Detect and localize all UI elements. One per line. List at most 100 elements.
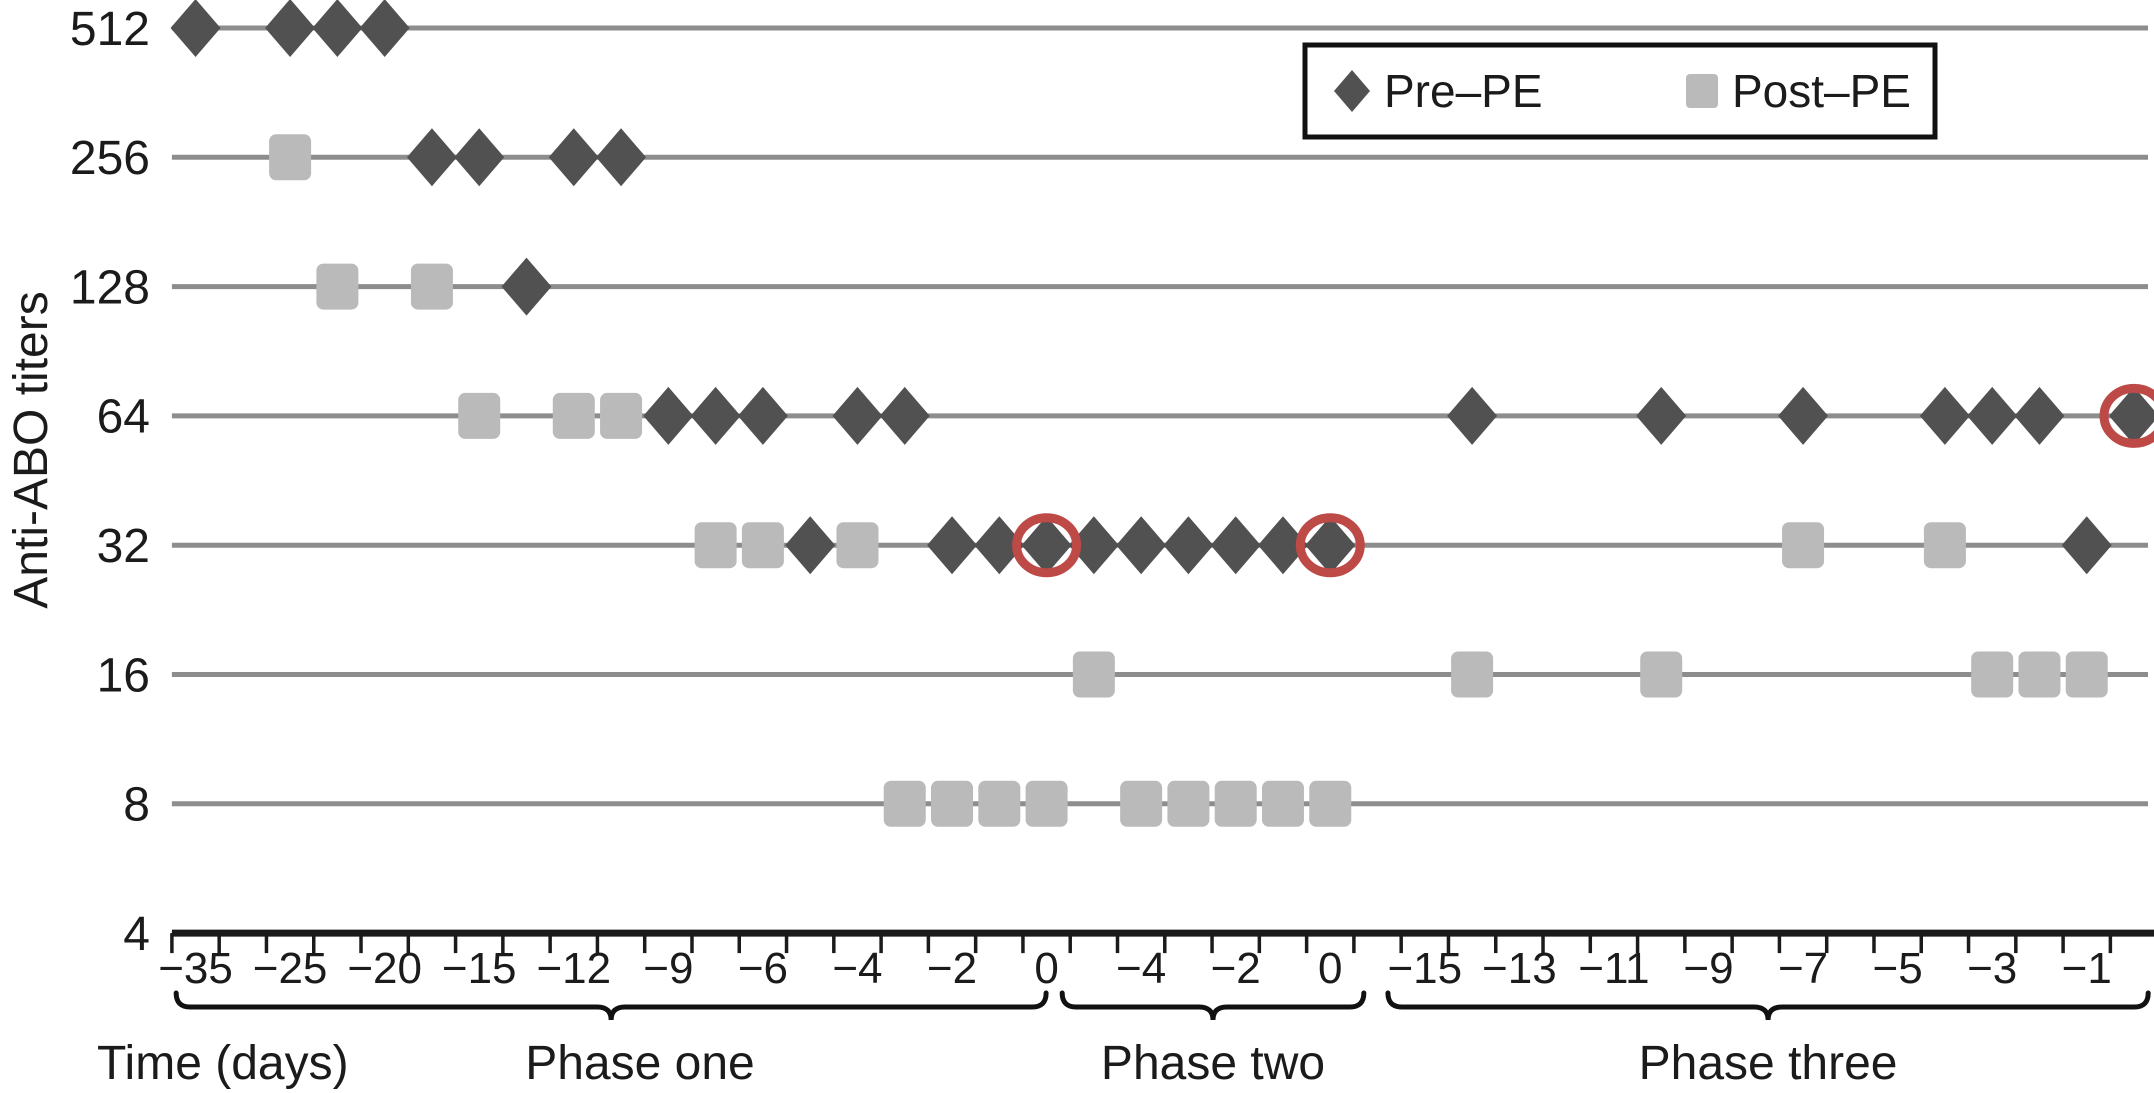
post-pe-marker — [600, 392, 643, 439]
post-pe-marker — [1261, 780, 1304, 827]
x-tick-labels: −35 −25 −20 −15 −12 −9 −6 −4 −2 0 −4 −2 0 −15 −13 −11 −9… — [158, 944, 2112, 993]
y-tick-label-32: 32 — [97, 520, 150, 573]
post-pe-marker — [1167, 780, 1210, 827]
x-tick-label: −9 — [643, 944, 693, 993]
highlight-ring — [1012, 513, 1082, 578]
y-axis-title: Anti-ABO titers — [5, 291, 58, 608]
post-pe-marker — [458, 392, 501, 439]
x-tick-label: −2 — [927, 944, 977, 993]
y-tick-label-512: 512 — [70, 3, 150, 56]
pre-pe-marker — [2109, 386, 2154, 445]
pre-pe-marker — [1068, 516, 1119, 575]
phase-labels: Phase one Phase two Phase three — [525, 1037, 1897, 1090]
post-pe-marker — [1309, 780, 1352, 827]
x-tick-label: −6 — [738, 944, 788, 993]
post-pe-marker — [883, 780, 926, 827]
pre-pe-marker — [1163, 516, 1214, 575]
pre-pe-marker — [2061, 516, 2112, 575]
x-tick-label: −20 — [347, 944, 422, 993]
pre-pe-marker — [1447, 386, 1498, 445]
x-axis — [170, 929, 2154, 954]
post-pe-marker — [741, 522, 784, 569]
pre-pe-marker — [927, 516, 978, 575]
x-tick-label: −5 — [1873, 944, 1923, 993]
legend-pre-pe-label: Pre–PE — [1384, 65, 1543, 117]
pre-pe-marker — [1967, 386, 2018, 445]
x-tick-label: −9 — [1683, 944, 1733, 993]
pre-pe-marker — [501, 257, 552, 316]
post-pe-marker — [1451, 651, 1494, 698]
post-pe-marker — [2018, 651, 2061, 698]
phase-label-3: Phase three — [1639, 1037, 1898, 1090]
pre-pe-marker — [548, 128, 599, 187]
legend-post-pe-label: Post–PE — [1732, 65, 1911, 117]
post-pe-marker — [410, 263, 453, 310]
post-pe-marker — [269, 134, 312, 181]
pre-pe-marker — [1210, 516, 1261, 575]
post-pe-marker — [2065, 651, 2108, 698]
post-pe-marker — [836, 522, 879, 569]
pre-pe-marker — [1116, 516, 1167, 575]
pre-pe-marker — [879, 386, 930, 445]
pre-pe-marker — [785, 516, 836, 575]
x-tick-label: −2 — [1211, 944, 1261, 993]
highlight-ring — [1295, 513, 1365, 578]
x-tick-label: −11 — [1578, 944, 1649, 993]
x-tick-label: −15 — [442, 944, 517, 993]
series-pre-pe — [170, 0, 2154, 575]
post-pe-marker — [1120, 780, 1163, 827]
x-tick-label: −25 — [253, 944, 328, 993]
x-tick-label: 0 — [1034, 944, 1058, 993]
pre-pe-marker — [170, 0, 221, 57]
post-pe-marker — [1025, 780, 1068, 827]
phase-brace-3 — [1385, 990, 2151, 1021]
x-tick-label: −35 — [158, 944, 233, 993]
pre-pe-marker — [737, 386, 788, 445]
pre-pe-marker — [643, 386, 694, 445]
x-tick-label: −15 — [1387, 944, 1462, 993]
post-pe-marker — [694, 522, 737, 569]
y-tick-label-4: 4 — [123, 908, 150, 961]
post-pe-square-icon — [1686, 74, 1718, 108]
post-pe-marker — [1971, 651, 2014, 698]
x-tick-label: 0 — [1318, 944, 1342, 993]
legend: Pre–PE Post–PE — [1302, 42, 1938, 140]
pre-pe-marker — [1919, 386, 1970, 445]
y-tick-label-128: 128 — [70, 261, 150, 314]
phase-label-2: Phase two — [1101, 1037, 1325, 1090]
x-axis-title: Time (days) — [97, 1037, 349, 1090]
pre-pe-marker — [1021, 516, 1072, 575]
post-pe-marker — [1640, 651, 1683, 698]
pre-pe-marker — [1636, 386, 1687, 445]
phase-label-1: Phase one — [525, 1037, 755, 1090]
series-post-pe — [269, 134, 2108, 827]
post-pe-marker — [1214, 780, 1257, 827]
x-tick-label: −13 — [1482, 944, 1557, 993]
x-tick-label: −4 — [1116, 944, 1166, 993]
post-pe-marker — [978, 780, 1021, 827]
x-tick-label: −3 — [1967, 944, 2017, 993]
post-pe-marker — [931, 780, 974, 827]
pre-pe-marker — [1257, 516, 1308, 575]
highlight-ring — [2099, 383, 2154, 448]
pre-pe-marker — [690, 386, 741, 445]
pre-pe-marker — [359, 0, 410, 57]
post-pe-marker — [316, 263, 359, 310]
phase-brace-2 — [1059, 990, 1367, 1021]
post-pe-marker — [552, 392, 595, 439]
pre-pe-marker — [312, 0, 363, 57]
post-pe-marker — [1782, 522, 1825, 569]
pre-pe-marker — [974, 516, 1025, 575]
pre-pe-diamond-icon — [1334, 70, 1370, 112]
y-tick-label-64: 64 — [97, 391, 150, 444]
y-tick-label-8: 8 — [123, 779, 150, 832]
highlight-rings — [1012, 383, 2154, 578]
pre-pe-marker — [1778, 386, 1829, 445]
pre-pe-marker — [406, 128, 457, 187]
row-labels: 512 256 128 64 32 16 8 4 — [70, 3, 150, 961]
phase-braces — [173, 990, 2151, 1021]
y-tick-label-256: 256 — [70, 132, 150, 185]
x-tick-label: −12 — [536, 944, 611, 993]
pre-pe-marker — [265, 0, 316, 57]
